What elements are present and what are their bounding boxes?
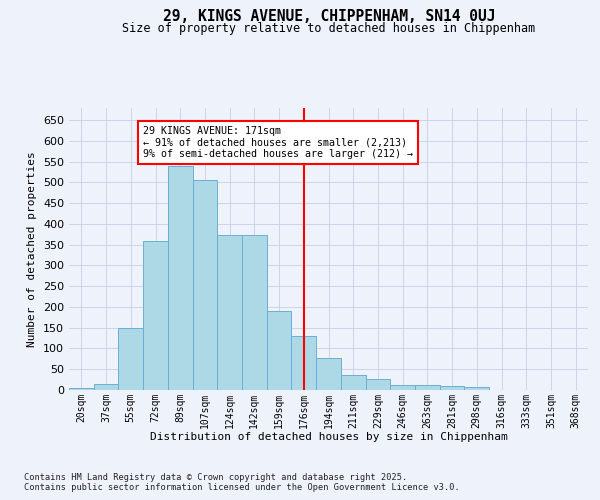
- Text: 29, KINGS AVENUE, CHIPPENHAM, SN14 0UJ: 29, KINGS AVENUE, CHIPPENHAM, SN14 0UJ: [163, 9, 495, 24]
- Bar: [341, 374, 365, 390]
- Bar: [292, 336, 316, 390]
- Bar: [143, 242, 168, 390]
- Text: Contains HM Land Registry data © Crown copyright and database right 2025.
Contai: Contains HM Land Registry data © Crown c…: [24, 472, 460, 492]
- Bar: [94, 384, 118, 390]
- Bar: [390, 385, 415, 390]
- Y-axis label: Number of detached properties: Number of detached properties: [28, 151, 37, 346]
- Bar: [316, 358, 341, 390]
- Bar: [365, 379, 390, 390]
- Bar: [69, 388, 94, 390]
- Bar: [217, 235, 242, 390]
- Bar: [267, 311, 292, 390]
- Text: 29 KINGS AVENUE: 171sqm
← 91% of detached houses are smaller (2,213)
9% of semi-: 29 KINGS AVENUE: 171sqm ← 91% of detache…: [143, 126, 413, 159]
- Bar: [168, 166, 193, 390]
- Bar: [118, 328, 143, 390]
- Bar: [415, 385, 440, 390]
- Bar: [464, 386, 489, 390]
- Bar: [440, 386, 464, 390]
- Text: Size of property relative to detached houses in Chippenham: Size of property relative to detached ho…: [122, 22, 535, 35]
- Bar: [242, 235, 267, 390]
- Bar: [193, 180, 217, 390]
- Text: Distribution of detached houses by size in Chippenham: Distribution of detached houses by size …: [150, 432, 508, 442]
